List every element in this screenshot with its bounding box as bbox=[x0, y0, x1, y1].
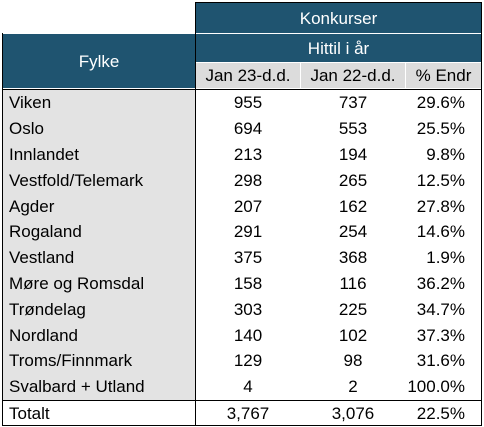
row-jan22: 553 bbox=[301, 115, 405, 142]
col-header-endr-text: % Endr bbox=[415, 66, 472, 85]
header-hittil: Hittil i år bbox=[196, 34, 481, 62]
row-jan23: 955 bbox=[196, 90, 300, 116]
row-fylke: Svalbard + Utland bbox=[3, 373, 195, 400]
row-fylke: Rogaland bbox=[3, 219, 195, 245]
row-endr: 1.9% bbox=[406, 244, 481, 271]
row-jan23: 213 bbox=[196, 141, 300, 168]
header-fylke-text: Fylke bbox=[78, 51, 120, 71]
row-jan22: 265 bbox=[301, 167, 405, 194]
row-fylke: Vestland bbox=[3, 244, 195, 271]
row-fylke: Troms/Finnmark bbox=[3, 348, 195, 374]
row-fylke: Innlandet bbox=[3, 141, 195, 168]
col-header-jan23: Jan 23-d.d. bbox=[196, 63, 300, 88]
row-jan23: 158 bbox=[196, 270, 300, 297]
border-under-header bbox=[2, 89, 482, 90]
col-header-jan22: Jan 22-d.d. bbox=[301, 63, 405, 88]
total-endr: 22.5% bbox=[406, 401, 481, 425]
header-hittil-text: Hittil i år bbox=[307, 38, 370, 58]
total-jan23: 3,767 bbox=[196, 401, 300, 425]
row-jan22: 225 bbox=[301, 296, 405, 323]
border-bottom bbox=[2, 425, 482, 426]
row-jan22: 368 bbox=[301, 244, 405, 271]
row-fylke: Viken bbox=[3, 90, 195, 116]
row-endr: 37.3% bbox=[406, 322, 481, 348]
row-jan22: 194 bbox=[301, 141, 405, 168]
col-header-jan22-text: Jan 22-d.d. bbox=[310, 66, 396, 85]
row-jan22: 737 bbox=[301, 90, 405, 116]
col-header-endr: % Endr bbox=[406, 63, 481, 88]
row-fylke: Møre og Romsdal bbox=[3, 270, 195, 297]
row-endr: 14.6% bbox=[406, 219, 481, 245]
row-endr: 9.8% bbox=[406, 141, 481, 168]
row-jan23: 207 bbox=[196, 193, 300, 219]
row-fylke: Agder bbox=[3, 193, 195, 219]
row-fylke: Oslo bbox=[3, 115, 195, 142]
row-jan23: 4 bbox=[196, 373, 300, 400]
row-endr: 34.7% bbox=[406, 296, 481, 323]
row-jan23: 694 bbox=[196, 115, 300, 142]
row-endr: 100.0% bbox=[406, 373, 481, 400]
header-konkurser-text: Konkurser bbox=[299, 8, 378, 28]
row-endr: 29.6% bbox=[406, 90, 481, 116]
border-top bbox=[195, 2, 482, 3]
row-fylke: Vestfold/Telemark bbox=[3, 167, 195, 194]
total-fylke: Totalt bbox=[3, 401, 195, 425]
row-jan22: 116 bbox=[301, 270, 405, 297]
row-jan23: 375 bbox=[196, 244, 300, 271]
row-jan22: 98 bbox=[301, 348, 405, 374]
row-jan22: 102 bbox=[301, 322, 405, 348]
col-header-jan23-text: Jan 23-d.d. bbox=[205, 66, 291, 85]
border-mid-left bbox=[195, 2, 196, 426]
row-endr: 25.5% bbox=[406, 115, 481, 142]
row-jan23: 140 bbox=[196, 322, 300, 348]
row-jan22: 2 bbox=[301, 373, 405, 400]
row-endr: 36.2% bbox=[406, 270, 481, 297]
row-endr: 27.8% bbox=[406, 193, 481, 219]
border-left bbox=[2, 33, 3, 426]
border-above-total bbox=[2, 400, 482, 401]
row-jan23: 291 bbox=[196, 219, 300, 245]
row-jan23: 129 bbox=[196, 348, 300, 374]
row-jan22: 162 bbox=[301, 193, 405, 219]
row-fylke: Trøndelag bbox=[3, 296, 195, 323]
header-konkurser: Konkurser bbox=[196, 3, 481, 33]
row-jan22: 254 bbox=[301, 219, 405, 245]
row-endr: 31.6% bbox=[406, 348, 481, 374]
row-endr: 12.5% bbox=[406, 167, 481, 194]
row-fylke: Nordland bbox=[3, 322, 195, 348]
total-jan22: 3,076 bbox=[301, 401, 405, 425]
row-jan23: 298 bbox=[196, 167, 300, 194]
header-fylke: Fylke bbox=[3, 34, 195, 88]
border-right bbox=[481, 2, 482, 426]
row-jan23: 303 bbox=[196, 296, 300, 323]
